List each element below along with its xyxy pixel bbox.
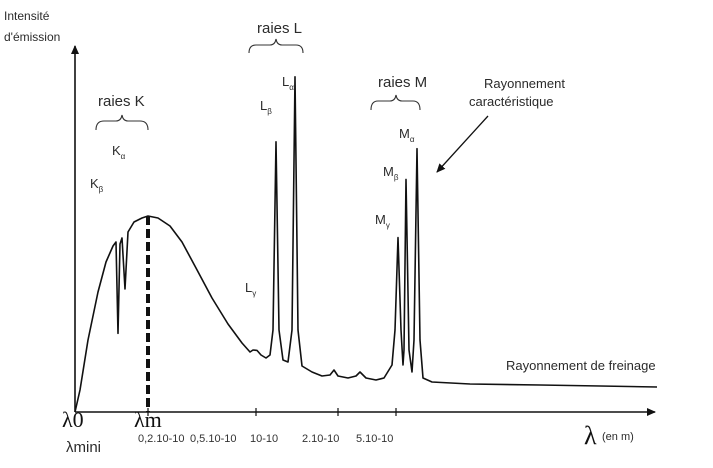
peak-label-l-gamma: Lγ [245, 280, 256, 298]
spectrum-curve [74, 76, 658, 413]
x-axis-symbol: λ [584, 421, 597, 450]
peak-label-k-alpha: Kα [112, 143, 126, 161]
characteristic-arrow [436, 115, 489, 173]
peak-label-k-beta: Kβ [90, 176, 104, 194]
y-axis-label-line2: d'émission [4, 30, 60, 44]
bremsstrahlung-label: Rayonnement de freinage [506, 358, 656, 373]
brace-l [248, 38, 304, 54]
group-label-m: raies M [378, 74, 427, 91]
peak-label-m-gamma: Mγ [375, 212, 390, 230]
peak-label-l-alpha: Lα [282, 74, 294, 92]
brace-m [370, 94, 421, 111]
lambda-m-label: λm [134, 407, 162, 432]
x-tick-label-0: 0,2.10-10 [138, 433, 184, 445]
y-axis-label-line1: Intensité [4, 9, 50, 23]
peak-label-m-alpha: Mα [399, 126, 415, 144]
origin-label: λ0 [62, 407, 84, 432]
peak-label-l-beta: Lβ [260, 98, 272, 116]
peak-label-m-beta: Mβ [383, 164, 399, 182]
lambda-mini-label: λmini [66, 439, 101, 456]
group-label-l: raies L [257, 20, 302, 37]
x-tick-label-3: 2.10-10 [302, 433, 339, 445]
x-tick-label-1: 0,5.10-10 [190, 433, 236, 445]
x-axis-ticks [147, 408, 397, 416]
x-axis-unit: (en m) [602, 431, 634, 443]
characteristic-label-line1: Rayonnement [484, 76, 565, 91]
characteristic-label-line2: caractéristique [469, 94, 554, 109]
group-label-k: raies K [98, 93, 145, 110]
x-tick-label-4: 5.10-10 [356, 433, 393, 445]
brace-k [95, 114, 149, 131]
x-tick-label-2: 10-10 [250, 433, 278, 445]
